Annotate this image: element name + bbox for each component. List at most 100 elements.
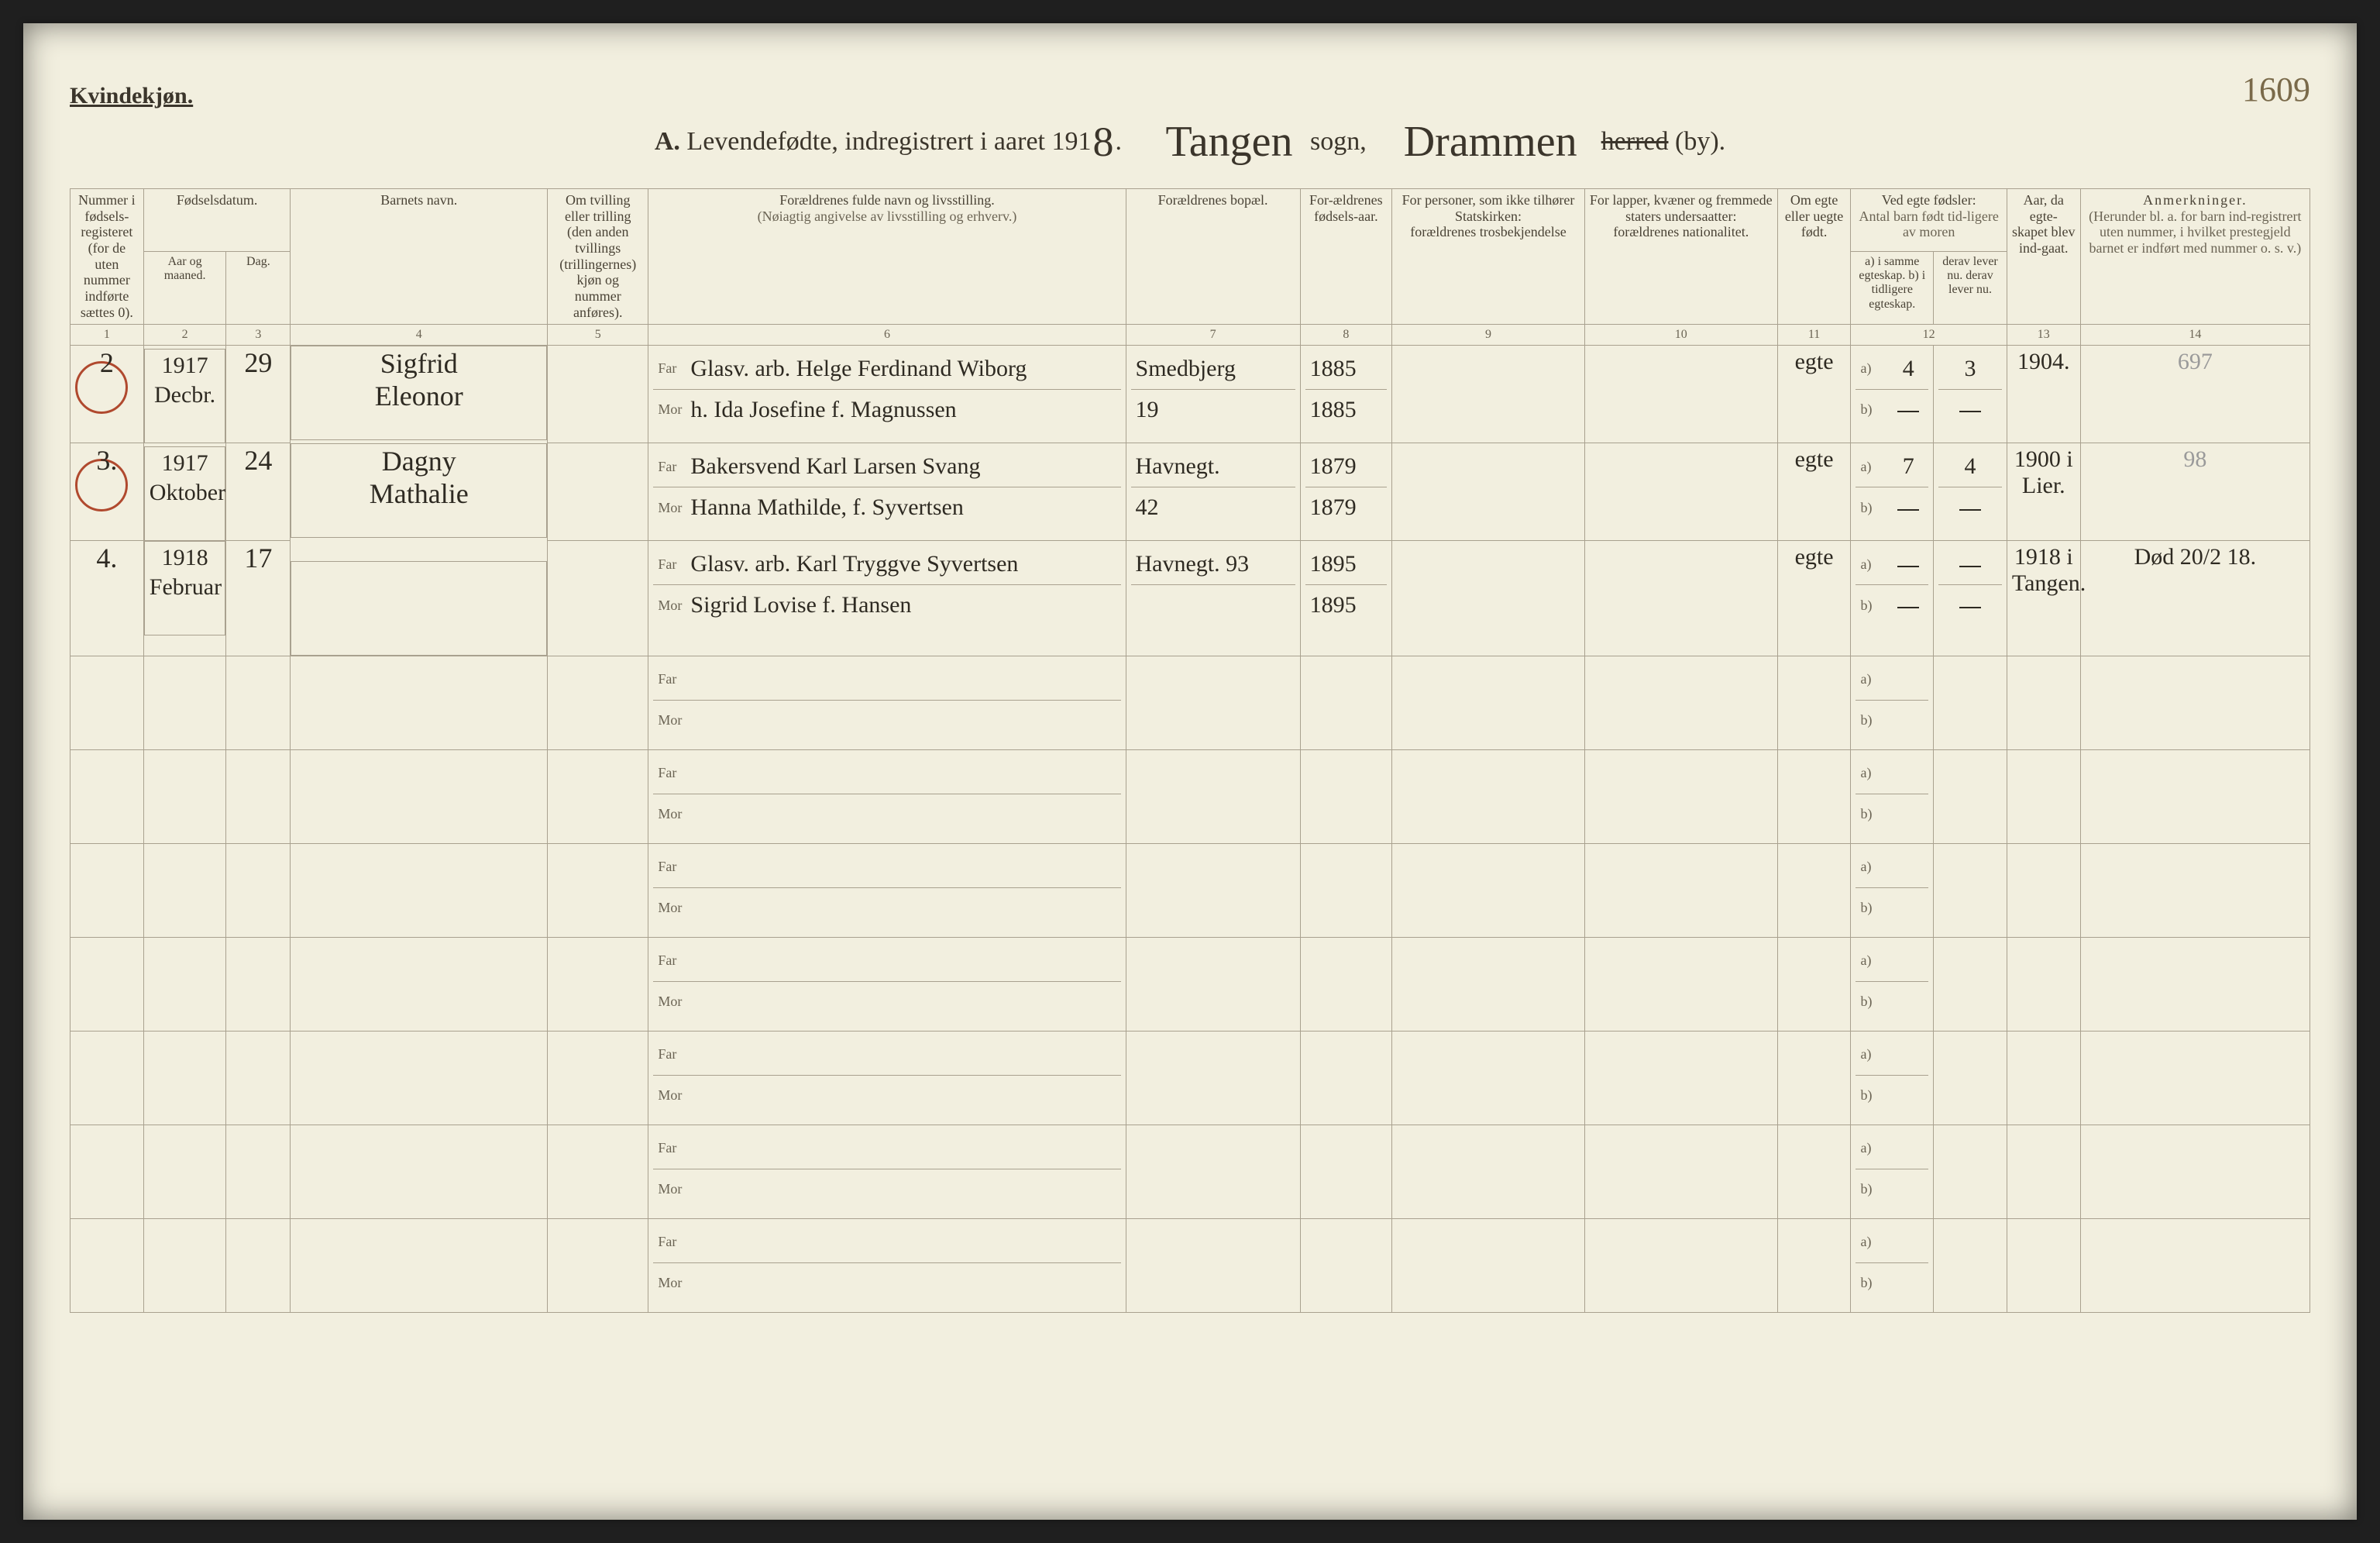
title-text: Levendefødte, indregistrert i aaret [686,127,1051,156]
c12b-bot [1943,397,1997,423]
col12-header: Ved egte fødsler: Antal barn født tid-li… [1851,189,2007,252]
table-row: 2 1917 Decbr. 29 Sigfrid Eleonor FarGlas… [71,345,2310,443]
c12a-bot [1893,397,1924,423]
residence: Havnegt. 93 [1136,551,1250,577]
c12a-bot [1893,592,1924,618]
table-row: Far Mor a) b) [71,1218,2310,1312]
c12b-top: 4 [1943,453,1997,480]
mor-tag: Mor [658,900,683,916]
child-name-2: Mathalie [296,480,542,509]
col8-header: For-ældrenes fødsels-aar. [1300,189,1391,325]
a-tag: a) [1860,671,1885,687]
far-tag: Far [658,459,683,475]
title-row: A. Levendefødte, indregistrert i aaret 1… [70,117,2310,167]
month: Decbr. [150,382,221,408]
residence: Havnegt. [1136,453,1220,480]
marriage-year: 1918 i Tangen. [2012,544,2086,596]
father-birthyear: 1895 [1310,551,1357,577]
by-label: by [1684,127,1710,156]
far-tag: Far [658,360,683,377]
c12b-top [1943,551,1997,577]
mother-birthyear: 1885 [1310,397,1357,423]
coln-14: 14 [2080,324,2309,345]
b-tag: b) [1860,500,1885,516]
a-tag: a) [1860,1234,1885,1250]
table-row: Far Mor a) b) [71,1125,2310,1218]
table-row: Far Mor a) b) [71,1031,2310,1125]
a-tag: a) [1860,360,1885,377]
mother-birthyear: 1879 [1310,494,1357,521]
c12a-top [1893,551,1924,577]
herred-strike: herred [1601,127,1669,156]
col10-header: For lapper, kvæner og fremmede staters u… [1584,189,1777,325]
a-tag: a) [1860,1046,1885,1063]
residence-2: 42 [1136,494,1159,521]
title-a: A. [655,127,680,156]
table-row: Far Mor a) b) [71,656,2310,749]
mor-tag: Mor [658,994,683,1010]
far-tag: Far [658,556,683,573]
remark: 697 [2178,349,2213,374]
mor-tag: Mor [658,401,683,418]
mother-name: Sigrid Lovise f. Hansen [690,592,911,618]
gender-heading: Kvindekjøn. [70,83,193,109]
father-name: Glasv. arb. Helge Ferdinand Wiborg [690,356,1027,382]
table-row: 3. 1917 Oktober 24 Dagny Mathalie FarBak… [71,443,2310,541]
a-tag: a) [1860,1140,1885,1156]
mor-tag: Mor [658,1181,683,1197]
a-tag: a) [1860,859,1885,875]
father-birthyear: 1885 [1310,356,1357,382]
marriage-year: 1900 i Lier. [2014,446,2073,498]
mother-name: h. Ida Josefine f. Magnussen [690,397,956,423]
father-name: Bakersvend Karl Larsen Svang [690,453,980,480]
father-name: Glasv. arb. Karl Tryggve Syvertsen [690,551,1018,577]
parish-name: Tangen [1154,117,1303,167]
col12b-header: derav lever nu. derav lever nu. [1934,251,2007,324]
coln-7: 7 [1126,324,1300,345]
mother-birthyear: 1895 [1310,592,1357,618]
coln-4: 4 [291,324,548,345]
table-row: 4. 1918 Februar 17 FarGlasv. arb. Karl T… [71,541,2310,656]
ledger-table: Nummer i fødsels-registeret (for de uten… [70,188,2310,1313]
c12a-top: 7 [1893,453,1924,480]
c12b-top: 3 [1943,356,1997,382]
a-tag: a) [1860,556,1885,573]
entry-number: 3. [75,446,139,476]
marriage-year: 1904. [2017,349,2070,374]
c12b-bot [1943,494,1997,521]
remark: Død 20/2 18. [2134,544,2257,570]
mother-name: Hanna Mathilde, f. Syvertsen [690,494,963,521]
mor-tag: Mor [658,1275,683,1291]
legitimacy: egte [1795,544,1834,570]
day: 29 [244,347,272,378]
month: Oktober [150,480,221,506]
far-tag: Far [658,765,683,781]
mor-tag: Mor [658,500,683,516]
year: 1917 [150,450,221,477]
b-tag: b) [1860,994,1885,1010]
col7-header: Forældrenes bopæl. [1126,189,1300,325]
coln-3: 3 [226,324,291,345]
coln-5: 5 [548,324,648,345]
mor-tag: Mor [658,598,683,614]
district-name: Drammen [1393,117,1588,167]
father-birthyear: 1879 [1310,453,1357,480]
mor-tag: Mor [658,1087,683,1104]
table-row: Far Mor a) b) [71,749,2310,843]
b-tag: b) [1860,1275,1885,1291]
remark: 98 [2183,446,2206,472]
col14-header: Anmerkninger. (Herunder bl. a. for barn … [2080,189,2309,325]
page-number: 1609 [2242,70,2310,109]
b-tag: b) [1860,1181,1885,1197]
b-tag: b) [1860,712,1885,728]
child-name-2: Eleonor [296,382,542,412]
col9-header: For personer, som ikke tilhører Statskir… [1392,189,1585,325]
entry-number: 2 [75,349,139,378]
col2-header: Fødselsdatum. [143,189,291,252]
far-tag: Far [658,1046,683,1063]
col11-header: Om egte eller uegte født. [1777,189,1851,325]
coln-10: 10 [1584,324,1777,345]
b-tag: b) [1860,401,1885,418]
far-tag: Far [658,1140,683,1156]
mor-tag: Mor [658,712,683,728]
